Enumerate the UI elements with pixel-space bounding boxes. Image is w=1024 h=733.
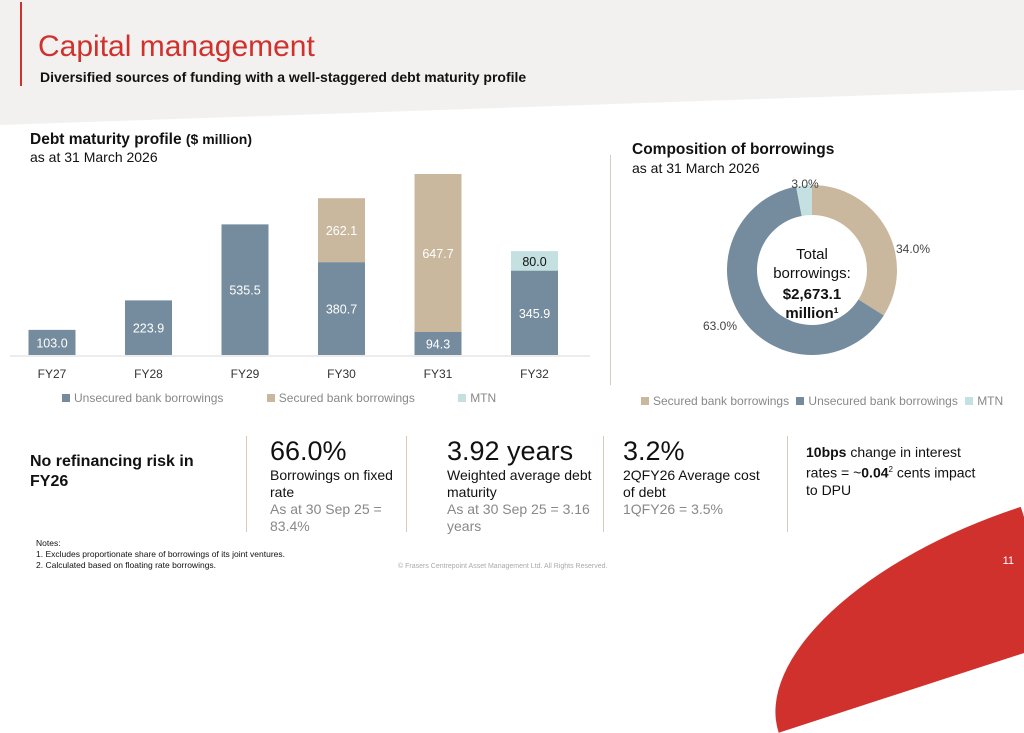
stat-value: 3.92 years [447, 436, 574, 466]
stat-label: Weighted average debt maturity [447, 467, 592, 500]
stat-prior: As at 30 Sep 25 = 3.16 years [447, 501, 590, 534]
bar-data-label: 380.7 [326, 303, 357, 317]
bar-data-label: 223.9 [133, 322, 164, 336]
legend-unsecured: Unsecured bank borrowings [74, 391, 224, 405]
bar-FY30-secured-bank-borrowings [318, 198, 365, 263]
copyright: © Frasers Centrepoint Asset Management L… [398, 563, 608, 570]
divider [246, 436, 247, 532]
stat-sensitivity: 10bps change in interest rates = ~0.042 … [806, 444, 986, 499]
donut-center-line2: borrowings: [773, 265, 851, 282]
bar-FY32-unsecured-bank-borrowings [511, 270, 558, 355]
bar-FY30-unsecured-bank-borrowings [318, 262, 365, 355]
legend-swatch-secured [641, 397, 649, 405]
x-tick-label: FY31 [424, 367, 453, 381]
legend-secured: Secured bank borrowings [653, 394, 790, 408]
bar-legend: Unsecured bank borrowings Secured bank b… [62, 391, 496, 405]
legend-swatch-mtn [965, 397, 974, 405]
donut-legend: Secured bank borrowings Unsecured bank b… [641, 394, 1003, 408]
stat-label: 2QFY26 Average cost of debt [623, 467, 760, 500]
page-title: Capital management [38, 30, 315, 63]
stat-debt-maturity: 3.92 years Weighted average debt maturit… [447, 436, 597, 535]
legend-mtn: MTN [470, 391, 497, 405]
legend-swatch-secured [266, 394, 275, 402]
bar-data-label: 647.7 [422, 247, 453, 261]
sens-footnote: 2 [888, 465, 893, 474]
x-tick-label: FY29 [231, 367, 260, 381]
x-tick-label: FY28 [134, 367, 163, 381]
note-1: 1. Excludes proportionate share of borro… [36, 549, 285, 559]
slice-label: 63.0% [703, 319, 737, 333]
slice-label: 34.0% [896, 242, 930, 256]
donut-chart-subtitle: as at 31 March 2026 [632, 160, 760, 176]
stat-prior: 1QFY26 = 3.5% [623, 501, 724, 517]
legend-swatch-unsecured [62, 394, 70, 402]
x-tick-label: FY32 [520, 367, 549, 381]
legend-swatch-mtn [458, 394, 467, 402]
legend-secured: Secured bank borrowings [278, 391, 415, 405]
bar-FY29-unsecured-bank-borrowings [221, 224, 269, 355]
stat-value: 3.2% [623, 436, 685, 466]
stat-fixed-rate: 66.0% Borrowings on fixed rate As at 30 … [270, 436, 400, 535]
legend-unsecured: Unsecured bank borrowings [808, 394, 958, 408]
bar-FY27-unsecured-bank-borrowings [28, 329, 76, 355]
slice-label: 3.0% [791, 177, 819, 191]
divider [610, 155, 611, 385]
donut-center-line1: Total [796, 246, 828, 263]
notes: Notes: 1. Excludes proportionate share o… [36, 538, 285, 571]
donut-center-total: $2,673.1 [783, 286, 841, 303]
legend-mtn: MTN [977, 394, 1004, 408]
divider [406, 436, 407, 532]
divider [787, 436, 788, 532]
sens-bold: 10bps [806, 444, 847, 460]
bar-title-text: Debt maturity profile [30, 131, 182, 148]
bar-chart-title: Debt maturity profile ($ million) [30, 131, 252, 149]
stat-value: 66.0% [270, 436, 347, 466]
bar-data-label: 94.3 [426, 337, 450, 351]
note-2: 2. Calculated based on floating rate bor… [36, 560, 217, 570]
bar-FY28-unsecured-bank-borrowings [125, 300, 172, 355]
stat-prior: As at 30 Sep 25 = 83.4% [270, 501, 382, 534]
x-tick-label: FY30 [327, 367, 356, 381]
donut-center-unit: million¹ [785, 305, 838, 322]
refinancing-statement: No refinancing risk in FY26 [30, 453, 194, 490]
sens-tail: cents impact to DPU [806, 464, 976, 498]
bar-FY31-unsecured-bank-borrowings [414, 331, 462, 355]
donut-slice-unsecured-bank-borrowings [727, 186, 884, 355]
bar-data-label: 535.5 [229, 284, 260, 298]
bar-data-label: 103.0 [36, 336, 67, 350]
donut-chart-title: Composition of borrowings [632, 141, 835, 158]
bar-chart-subtitle: as at 31 March 2026 [30, 149, 158, 165]
bar-data-label: 345.9 [519, 307, 550, 321]
page-number: 11 [1002, 555, 1014, 567]
charts-svg: 103.0 FY27 223.9 FY28 535.5 FY29 380.7 262.1 FY3… [10, 174, 930, 381]
donut-slice-secured-bank-borrowings [812, 185, 897, 316]
donut-slice-mtn [796, 185, 812, 216]
bar-data-label: 262.1 [326, 224, 357, 238]
stat-label: Borrowings on fixed rate [270, 467, 393, 500]
x-tick-label: FY27 [38, 367, 67, 381]
title-accent-bar [20, 2, 22, 86]
divider [603, 436, 604, 532]
sens-text: change in interest rates = ~ [806, 444, 961, 481]
bar-FY31-secured-bank-borrowings [414, 174, 462, 332]
page-subtitle: Diversified sources of funding with a we… [40, 69, 527, 85]
bar-title-unit: ($ million) [185, 131, 253, 147]
bar-data-label: 80.0 [522, 255, 546, 269]
stat-cost-of-debt: 3.2% 2QFY26 Average cost of debt 1QFY26 … [623, 436, 773, 518]
sens-value: 0.04 [861, 464, 889, 481]
legend-swatch-unsecured [796, 397, 805, 405]
bar-FY32-mtn [511, 251, 558, 271]
notes-title: Notes: [36, 538, 61, 548]
